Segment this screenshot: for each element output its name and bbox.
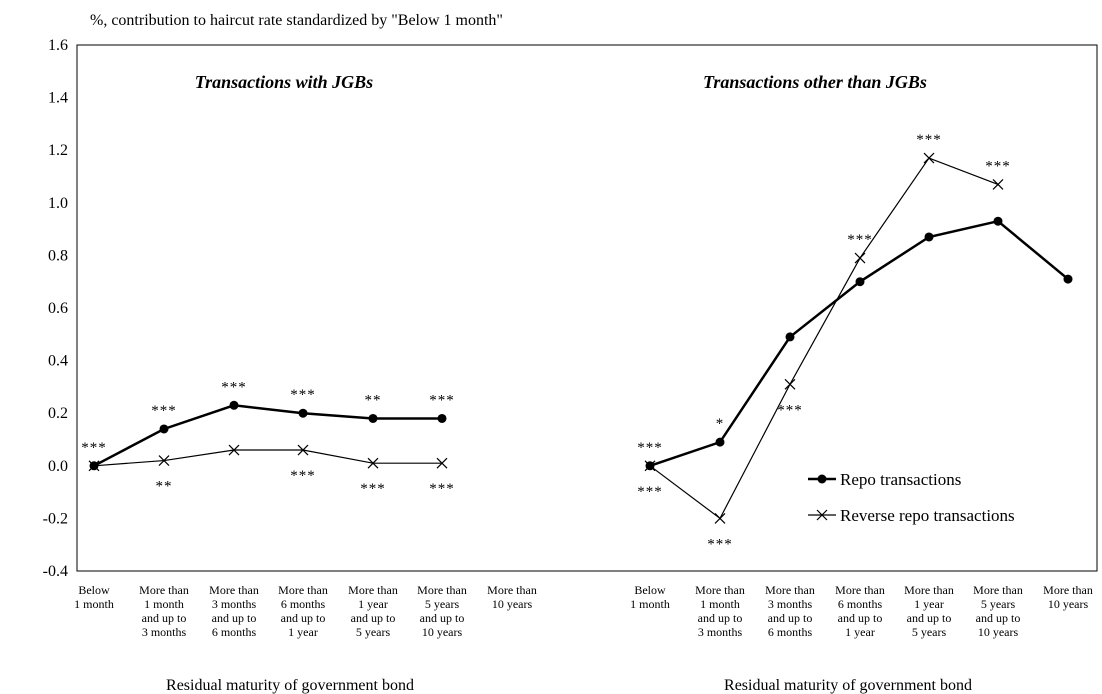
legend-x-marker (816, 509, 828, 521)
legend: Repo transactions Reverse repo transactio… (808, 470, 1015, 525)
y-tick-label: 0.8 (48, 247, 68, 264)
significance-label: *** (777, 402, 803, 418)
significance-label: *** (429, 392, 455, 408)
y-axis: 1.6 1.4 1.2 1.0 0.8 0.6 0.4 0.2 0.0 -0.2 -0.4 (43, 37, 68, 580)
panel-title: Transactions with JGBs (195, 72, 373, 92)
y-tick-label: 1.4 (48, 90, 68, 107)
significance-label: *** (985, 158, 1011, 174)
series-reverse-repo: ******** *** (88, 444, 455, 497)
y-tick-label: 1.2 (48, 142, 68, 159)
data-point-x (228, 444, 240, 456)
units-label: %, contribution to haircut rate standard… (90, 12, 503, 29)
significance-label: *** (81, 440, 107, 456)
series-repo: **** (637, 216, 1073, 471)
significance-label: *** (637, 440, 663, 456)
significance-label: *** (151, 403, 177, 419)
significance-label: * (716, 416, 725, 432)
x-tick-label: More than 1 month and up to 3 months (695, 583, 745, 639)
panels: Transactions with JGBs Below 1 month More t… (74, 72, 1093, 694)
x-tick-label: More than 1 year and up to 5 years (904, 583, 954, 639)
x-tick-label: More than 6 months and up to 1 year (278, 583, 328, 639)
data-point-dot (229, 400, 239, 410)
data-point-x (367, 457, 379, 469)
data-point-dot (785, 332, 795, 342)
significance-label: *** (290, 468, 316, 484)
significance-label: ** (365, 392, 382, 408)
significance-label: *** (360, 481, 386, 497)
y-tick-label: 0.4 (48, 353, 68, 370)
significance-label: *** (847, 232, 873, 248)
x-tick-label: More than 10 years (1043, 583, 1093, 611)
x-tick-label: Below 1 month (74, 583, 114, 611)
data-point-dot (368, 413, 378, 423)
data-point-x (992, 178, 1004, 190)
data-point-x (436, 457, 448, 469)
series-line (93, 449, 442, 467)
significance-label: *** (707, 536, 733, 552)
panel-title: Transactions other than JGBs (703, 72, 927, 92)
significance-label: *** (290, 387, 316, 403)
y-tick-label: 1.6 (48, 37, 68, 54)
panel-2: Transactions other than JGBs Below 1 month… (630, 72, 1093, 694)
data-point-dot (993, 216, 1003, 226)
data-point-x (88, 460, 100, 472)
data-point-x (158, 455, 170, 466)
x-tick-label: More than 1 year and up to 5 years (348, 583, 398, 639)
data-point-dot (924, 232, 934, 242)
data-point-x (714, 512, 726, 524)
y-tick-label: -0.4 (43, 563, 68, 580)
legend-label: Repo transactions (840, 470, 961, 489)
x-tick-label: More than 5 years and up to 10 years (417, 583, 467, 639)
series-reverse-repo: *** *** *** *** *** *** (637, 132, 1011, 552)
x-tick-label: More than 5 years and up to 10 years (973, 583, 1023, 639)
x-tick-label: More than 10 years (487, 583, 537, 611)
y-tick-label: 0.6 (48, 300, 68, 317)
series-line (649, 219, 1069, 467)
significance-label: *** (221, 379, 247, 395)
data-point-dot (1063, 274, 1073, 284)
plot-area (76, 44, 1098, 572)
significance-label: *** (637, 484, 663, 500)
y-tick-label: -0.2 (43, 510, 68, 527)
panel-1: Transactions with JGBs Below 1 month More t… (74, 72, 537, 694)
significance-label: ** (156, 479, 173, 495)
data-point-x (297, 444, 309, 456)
data-point-dot (298, 408, 308, 418)
significance-label: *** (429, 481, 455, 497)
y-tick-label: 0.0 (48, 458, 68, 475)
series-line (93, 404, 442, 467)
data-point-dot (715, 437, 725, 447)
series-repo: ********* *** ** *** (81, 379, 455, 471)
series-line (649, 157, 999, 520)
data-point-x (854, 252, 866, 264)
x-tick-label: More than 3 months and up to 6 months (209, 583, 259, 639)
data-point-x (923, 152, 935, 164)
significance-label: *** (916, 132, 942, 148)
x-tick-label: More than 1 month and up to 3 months (139, 583, 189, 639)
legend-dot-marker (817, 474, 827, 484)
y-tick-label: 0.2 (48, 405, 68, 422)
data-point-dot (855, 277, 865, 287)
x-axis-label: Residual maturity of government bond (724, 677, 972, 694)
legend-entry: Repo transactions (808, 470, 961, 489)
y-tick-label: 1.0 (48, 195, 68, 212)
data-point-dot (437, 413, 447, 423)
legend-label: Reverse repo transactions (840, 506, 1015, 525)
x-axis-label: Residual maturity of government bond (166, 677, 414, 694)
data-point-x (784, 378, 796, 390)
x-tick-label: Below 1 month (630, 583, 670, 611)
data-point-dot (159, 424, 169, 434)
data-point-x (644, 460, 656, 472)
x-tick-label: More than 6 months and up to 1 year (835, 583, 885, 639)
x-tick-label: More than 3 months and up to 6 months (765, 583, 815, 639)
legend-entry: Reverse repo transactions (808, 506, 1015, 525)
